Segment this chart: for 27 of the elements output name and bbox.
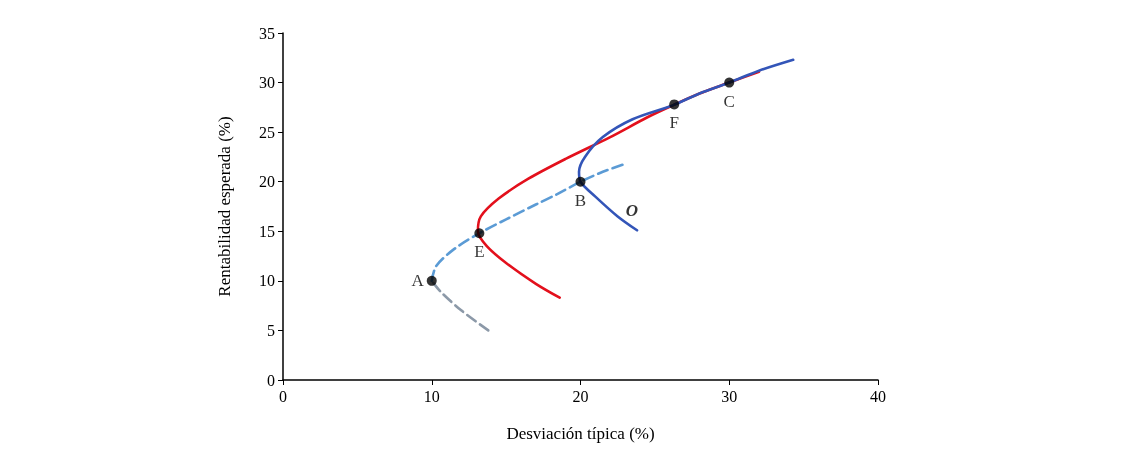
point [474, 228, 485, 239]
y-tick-label: 10 [259, 272, 275, 290]
x-axis-title: Desviación típica (%) [506, 424, 655, 443]
annotation: B [574, 190, 587, 210]
y-tick-label: 15 [259, 222, 275, 240]
y-tick-label: 20 [259, 173, 275, 191]
point [724, 77, 735, 88]
point [426, 275, 437, 286]
y-tick-label: 0 [267, 371, 275, 389]
point [575, 176, 586, 187]
y-tick-label: 5 [267, 321, 275, 339]
x-tick-label: 20 [572, 387, 589, 405]
y-tick-label: 35 [259, 24, 275, 42]
y-tick-label: 25 [259, 123, 275, 141]
x-tick-label: 40 [870, 387, 886, 405]
annotation: E [474, 242, 485, 262]
point [669, 99, 680, 110]
y-axis-title: Rentabilidad esperada (%) [215, 116, 234, 297]
annotation: O [625, 200, 639, 220]
x-tick-label: 10 [423, 387, 440, 405]
annotation: F [669, 113, 679, 133]
x-tick-label: 30 [721, 387, 738, 405]
annotation: A [411, 271, 425, 291]
line-series [577, 58, 795, 232]
annotation: C [723, 91, 735, 111]
x-tick-label: 0 [279, 387, 287, 405]
y-tick-label: 30 [259, 74, 275, 92]
